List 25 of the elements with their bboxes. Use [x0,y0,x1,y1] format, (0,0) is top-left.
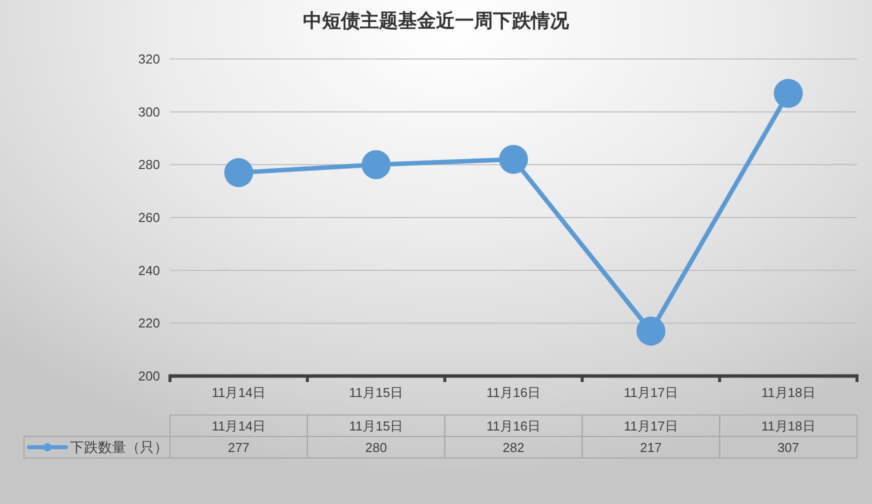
data-label: 217 [640,440,662,455]
data-label: 307 [777,440,800,455]
y-tick-label: 300 [138,104,160,120]
point [774,78,803,108]
point [636,316,666,346]
y-tick-label: 220 [138,316,160,331]
data-label: 277 [228,440,250,455]
point [362,150,391,180]
y-tick-label: 280 [138,157,160,172]
y-tick-label: 320 [138,52,160,66]
x-tick-label: 11月17日 [624,385,678,400]
y-tick-label: 200 [138,368,160,384]
data-label: 282 [502,440,524,455]
x-tick-label: 11月18日 [761,385,816,400]
point [499,144,528,174]
legend-label: 下跌数量（只） [70,439,168,455]
x-tick-label: 11月14日 [212,385,266,400]
chart-title: 中短债主题基金近一周下跌情况 [303,10,570,32]
x-tick-label: 11月15日 [349,385,404,400]
point [224,158,254,188]
x-tick-label: 11月16日 [486,385,540,400]
y-tick-label: 260 [138,210,160,225]
y-tick-label: 240 [138,262,160,278]
data-label: 280 [365,440,387,455]
data-table: 11月14日 11月15日 11月16日 11月17日 11月18日 下跌数量（只） 277 280 282 217 307 [24,414,858,458]
